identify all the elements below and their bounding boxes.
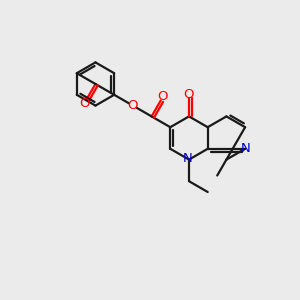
Text: N: N: [183, 152, 192, 165]
Text: O: O: [158, 90, 168, 104]
Text: N: N: [241, 142, 251, 155]
Text: O: O: [79, 97, 89, 110]
Text: O: O: [128, 99, 138, 112]
Text: O: O: [184, 88, 194, 100]
